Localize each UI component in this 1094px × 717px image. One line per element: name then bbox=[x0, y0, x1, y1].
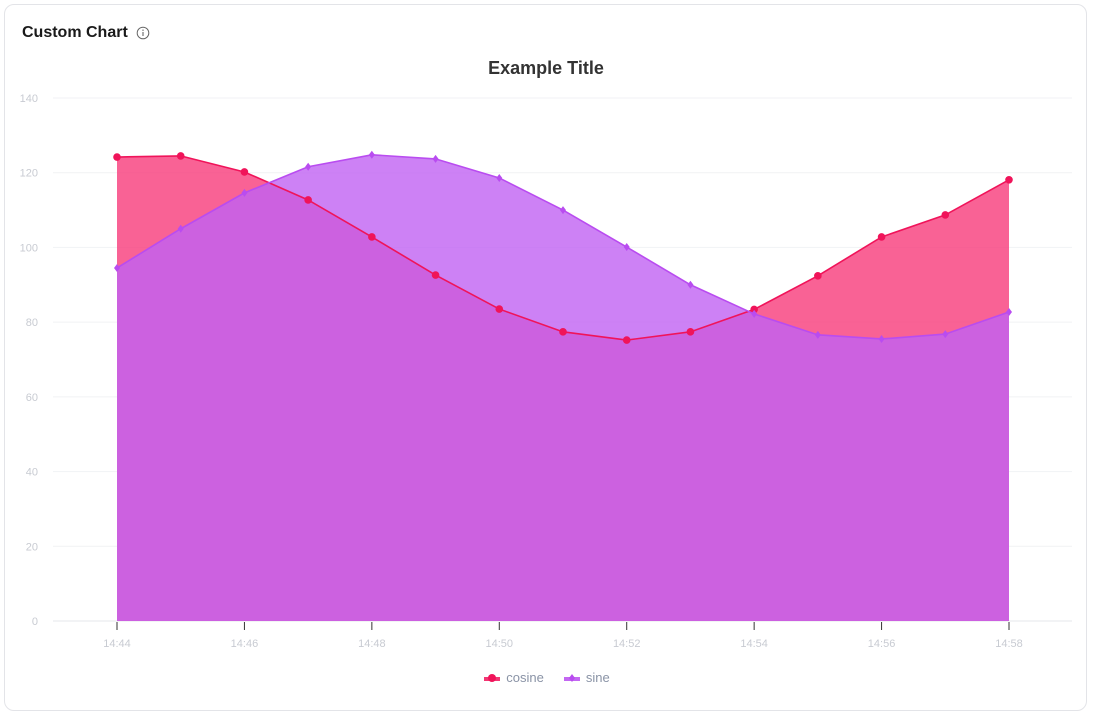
cosine-point[interactable] bbox=[750, 305, 758, 314]
sine-point[interactable] bbox=[368, 150, 375, 159]
legend: cosine sine bbox=[0, 670, 1094, 685]
sine-point[interactable] bbox=[623, 243, 630, 252]
cosine-point[interactable] bbox=[814, 272, 822, 280]
cosine-point[interactable] bbox=[495, 305, 504, 313]
y-tick-label: 120 bbox=[20, 168, 38, 180]
cosine-point[interactable] bbox=[431, 271, 440, 279]
y-tick-label: 40 bbox=[26, 467, 38, 479]
sine-point[interactable] bbox=[814, 330, 821, 339]
y-tick-label: 0 bbox=[32, 616, 38, 628]
cosine-point[interactable] bbox=[941, 211, 950, 219]
cosine-point[interactable] bbox=[113, 153, 121, 161]
sine-point[interactable] bbox=[687, 280, 694, 289]
cosine-point[interactable] bbox=[877, 233, 886, 241]
x-tick-label: 14:48 bbox=[358, 638, 386, 650]
cosine-point[interactable] bbox=[1005, 176, 1013, 184]
circle-marker-icon bbox=[484, 673, 501, 682]
cosine-point[interactable] bbox=[304, 196, 312, 204]
x-tick-label: 14:58 bbox=[995, 638, 1023, 650]
series-areas bbox=[113, 150, 1013, 622]
cosine-point[interactable] bbox=[622, 336, 631, 344]
x-tick-label: 14:54 bbox=[740, 638, 768, 650]
sine-area bbox=[117, 154, 1009, 622]
y-tick-label: 80 bbox=[26, 317, 38, 329]
x-tick-label: 14:56 bbox=[868, 638, 896, 650]
cosine-point[interactable] bbox=[368, 233, 376, 241]
legend-item-sine[interactable]: sine bbox=[563, 670, 610, 685]
sine-point[interactable] bbox=[942, 330, 949, 339]
card-title: Custom Chart bbox=[22, 24, 128, 41]
sine-point[interactable] bbox=[1006, 308, 1012, 317]
x-axis: 14:44 14:46 14:48 14:50 14:52 14:54 14:56 14:58 bbox=[103, 622, 1023, 650]
sine-point[interactable] bbox=[305, 162, 312, 171]
sine-point[interactable] bbox=[114, 263, 120, 272]
sine-point[interactable] bbox=[560, 206, 566, 215]
info-circle-icon[interactable] bbox=[136, 26, 150, 40]
y-tick-label: 140 bbox=[20, 93, 38, 105]
sine-point[interactable] bbox=[751, 309, 758, 318]
y-tick-label: 60 bbox=[26, 392, 38, 404]
sine-point[interactable] bbox=[496, 173, 503, 182]
x-tick-label: 14:44 bbox=[103, 638, 131, 650]
cosine-point[interactable] bbox=[240, 168, 249, 176]
sine-point[interactable] bbox=[177, 224, 184, 233]
sine-point[interactable] bbox=[241, 188, 248, 197]
y-tick-label: 20 bbox=[26, 541, 38, 553]
legend-item-cosine[interactable]: cosine bbox=[484, 670, 544, 685]
chart-title: Example Title bbox=[488, 58, 604, 78]
x-tick-label: 14:50 bbox=[486, 638, 514, 650]
sine-point[interactable] bbox=[878, 334, 885, 343]
x-tick-label: 14:46 bbox=[231, 638, 259, 650]
cosine-point[interactable] bbox=[686, 328, 695, 336]
x-tick-label: 14:52 bbox=[613, 638, 641, 650]
y-tick-label: 100 bbox=[20, 242, 38, 254]
card-header: Custom Chart bbox=[22, 24, 150, 42]
legend-label: sine bbox=[585, 670, 610, 685]
diamond-marker-icon bbox=[563, 673, 580, 682]
sine-point[interactable] bbox=[432, 154, 439, 163]
cosine-point[interactable] bbox=[559, 328, 567, 336]
legend-label: cosine bbox=[506, 670, 544, 685]
cosine-point[interactable] bbox=[176, 152, 185, 160]
